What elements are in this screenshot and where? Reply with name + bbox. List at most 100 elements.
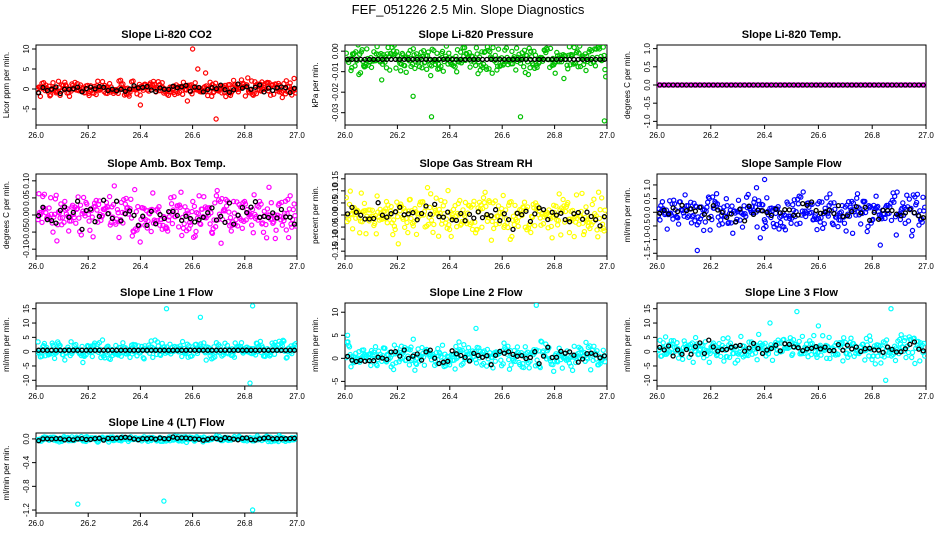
reference-point: [755, 345, 761, 352]
data-point: [291, 201, 297, 207]
data-point: [663, 82, 669, 88]
reference-point: [379, 212, 386, 218]
data-point: [577, 45, 583, 49]
x-tick-label: 27.0: [289, 392, 305, 401]
reference-point: [109, 215, 115, 222]
data-point: [363, 230, 369, 237]
data-point: [141, 356, 147, 362]
data-point: [472, 62, 479, 69]
reference-point: [278, 347, 285, 353]
data-point: [735, 82, 741, 88]
data-point: [442, 199, 448, 205]
data-point: [434, 50, 440, 57]
data-point: [287, 193, 293, 199]
data-point: [263, 235, 270, 241]
reference-point: [505, 349, 512, 355]
reference-point: [200, 89, 206, 95]
reference-point: [83, 207, 89, 214]
y-tick-label: 0.0: [643, 206, 652, 218]
data-point: [454, 69, 460, 75]
data-point: [75, 194, 81, 200]
reference-point: [261, 89, 267, 95]
reference-point: [759, 350, 766, 357]
data-point: [788, 220, 794, 226]
data-point: [540, 220, 547, 227]
data-point: [892, 357, 899, 364]
x-tick-label: 26.2: [80, 262, 96, 271]
data-point: [912, 360, 918, 367]
data-point: [553, 203, 559, 209]
data-point: [595, 189, 602, 195]
reference-point: [87, 84, 94, 90]
reference-point: [36, 213, 42, 219]
reference-point: [907, 206, 913, 213]
data-point: [372, 344, 379, 350]
reference-point: [166, 436, 172, 442]
reference-point: [410, 353, 416, 359]
data-point: [248, 78, 255, 84]
reference-point: [777, 210, 783, 216]
data-point: [169, 220, 176, 227]
reference-point: [358, 56, 364, 63]
data-point: [431, 221, 437, 228]
reference-point: [410, 210, 416, 216]
outlier-point: [473, 325, 479, 332]
data-point: [791, 197, 798, 203]
data-point: [495, 46, 502, 52]
reference-point: [83, 85, 89, 92]
reference-point: [849, 82, 855, 88]
reference-point: [540, 353, 547, 359]
data-point: [89, 353, 96, 360]
data-point: [471, 198, 477, 204]
data-point: [251, 192, 257, 198]
data-point: [355, 45, 361, 48]
data-point: [86, 218, 92, 224]
y-tick-label: 10: [331, 307, 340, 316]
reference-point: [213, 86, 220, 92]
data-point: [720, 336, 726, 342]
x-tick-label: 26.0: [337, 262, 353, 271]
data-point: [189, 208, 195, 215]
data-point: [505, 224, 511, 231]
reference-point: [759, 208, 766, 214]
data-point: [239, 225, 245, 231]
data-point: [157, 352, 164, 358]
reference-point: [902, 82, 909, 88]
data-point: [459, 347, 465, 353]
data-point: [583, 67, 589, 74]
reference-point: [657, 344, 663, 351]
data-point: [922, 204, 926, 210]
reference-point: [270, 87, 276, 94]
y-tick-label: -0.5: [643, 96, 652, 110]
reference-point: [817, 210, 824, 216]
x-tick-label: 26.8: [547, 131, 563, 140]
data-point: [214, 187, 220, 194]
data-point: [445, 187, 451, 194]
data-point: [36, 339, 41, 345]
y-tick-label: 0: [22, 86, 31, 91]
reference-point: [265, 85, 272, 91]
reference-point: [501, 211, 507, 217]
data-point: [709, 194, 716, 200]
y-tick-label: -0.05: [22, 222, 31, 241]
data-point: [353, 49, 359, 55]
panel-title: Slope Amb. Box Temp.: [107, 158, 226, 170]
y-tick-label: 5: [643, 335, 652, 340]
data-point: [65, 228, 72, 234]
reference-point: [36, 90, 42, 96]
data-point: [837, 82, 843, 88]
reference-point: [688, 351, 694, 357]
panel-8: Slope Line 2 Flow 26.0 26.2 26.4 26.6 26.8 27.…: [311, 287, 615, 401]
data-point: [437, 351, 443, 357]
y-axis-label: ml/min per min.: [311, 317, 320, 372]
reference-point: [817, 346, 824, 352]
reference-point: [795, 345, 801, 351]
outlier-point: [815, 323, 822, 329]
reference-point: [183, 213, 189, 219]
x-tick-label: 26.0: [28, 519, 44, 528]
data-point: [552, 70, 558, 76]
data-point: [123, 195, 129, 202]
data-point: [515, 223, 521, 229]
data-point: [61, 219, 67, 225]
reference-point: [849, 208, 855, 215]
